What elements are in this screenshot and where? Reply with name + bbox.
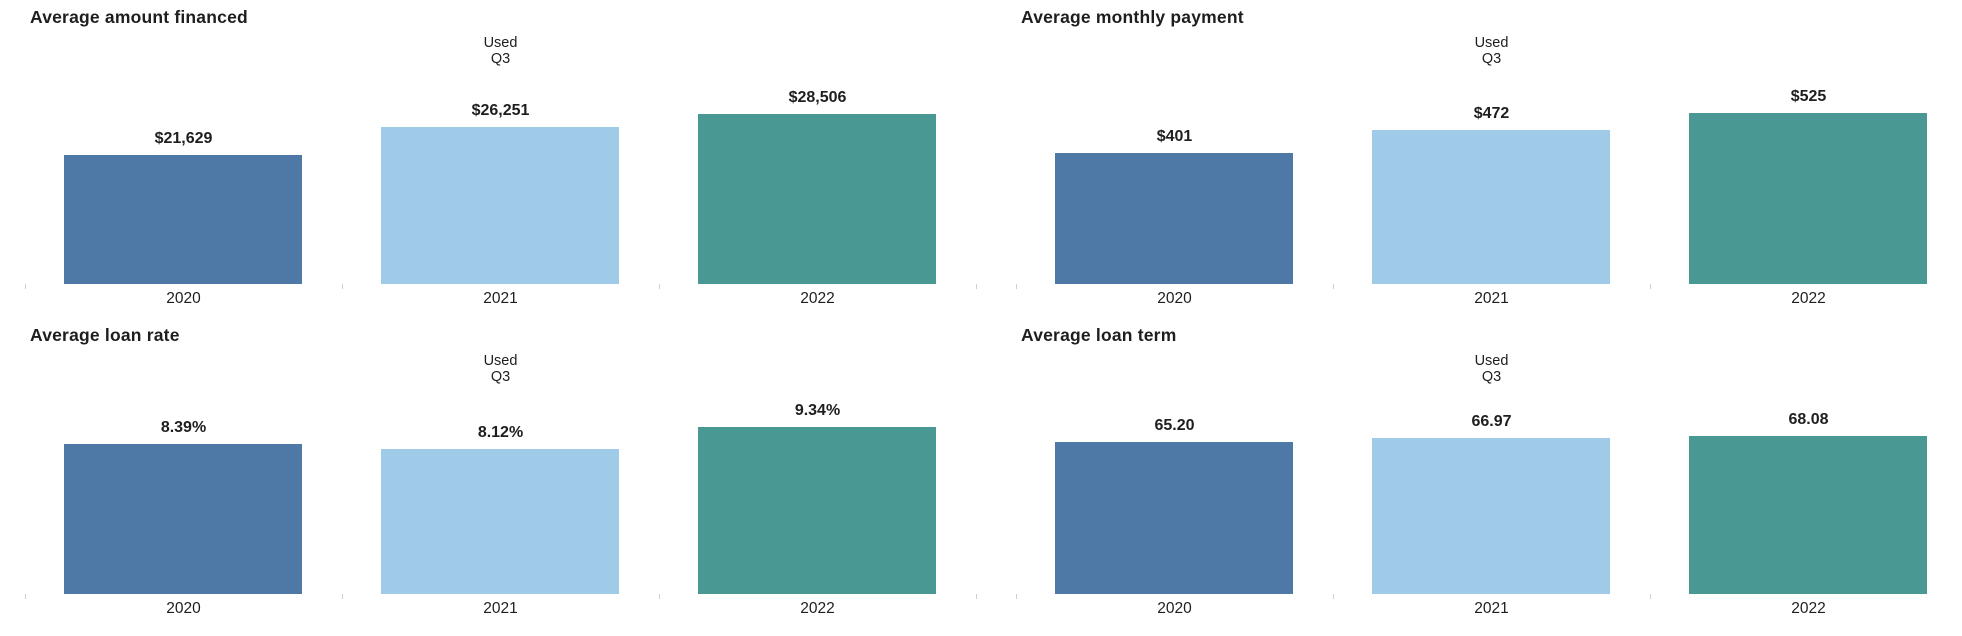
axis-tick xyxy=(976,284,977,289)
annotation-line-2: Q3 xyxy=(490,51,511,67)
annotation-used-q3: Used Q3 xyxy=(342,35,659,67)
x-axis-label: 2022 xyxy=(800,290,835,307)
category-pane: 65.20 2020 xyxy=(1016,318,1333,636)
axis-tick xyxy=(25,284,26,289)
x-axis-label: 2020 xyxy=(1157,290,1192,307)
chart-panel: Average loan term Used Q3 65.20 2020 66.97… xyxy=(981,318,1962,636)
bar-2020[interactable] xyxy=(64,155,302,284)
bar-2020[interactable] xyxy=(1055,442,1293,594)
chart-panel: Average loan rate Used Q3 8.39% 2020 8.12%… xyxy=(0,318,981,636)
annotation-used-q3: Used Q3 xyxy=(342,353,659,385)
annotation-used-q3: Used Q3 xyxy=(1333,353,1650,385)
chart-title: Average loan term xyxy=(1021,325,1177,345)
bar-value-label: 66.97 xyxy=(1471,413,1512,430)
bar-value-label: 65.20 xyxy=(1154,417,1195,434)
annotation-line-1: Used xyxy=(1474,35,1509,51)
annotation-line-2: Q3 xyxy=(490,369,511,385)
bar-2020[interactable] xyxy=(64,444,302,594)
annotation-line-1: Used xyxy=(483,353,518,369)
chart-title: Average amount financed xyxy=(30,7,248,27)
annotation-line-2: Q3 xyxy=(1481,369,1502,385)
axis-tick xyxy=(659,284,660,289)
bar-2020[interactable] xyxy=(1055,153,1293,284)
bar-2022[interactable] xyxy=(1689,436,1927,594)
bar-2021[interactable] xyxy=(1372,130,1610,284)
axis-tick xyxy=(1650,284,1651,289)
category-pane: 8.12% 2021 xyxy=(342,318,659,636)
axis-tick xyxy=(342,284,343,289)
x-axis-label: 2022 xyxy=(1791,290,1826,307)
annotation-line-1: Used xyxy=(483,35,518,51)
category-pane: $26,251 2021 xyxy=(342,0,659,318)
chart-title: Average monthly payment xyxy=(1021,7,1244,27)
category-pane: 68.08 2022 xyxy=(1650,318,1962,636)
axis-tick xyxy=(1016,594,1017,599)
category-pane: $401 2020 xyxy=(1016,0,1333,318)
category-pane: $472 2021 xyxy=(1333,0,1650,318)
bar-value-label: 9.34% xyxy=(794,402,841,419)
x-axis-label: 2022 xyxy=(800,600,835,617)
x-axis-label: 2022 xyxy=(1791,600,1826,617)
annotation-line-2: Q3 xyxy=(1481,51,1502,67)
x-axis-label: 2020 xyxy=(166,290,201,307)
axis-tick xyxy=(1016,284,1017,289)
axis-tick xyxy=(659,594,660,599)
annotation-line-1: Used xyxy=(1474,353,1509,369)
chart-title: Average loan rate xyxy=(30,325,180,345)
bar-value-label: 68.08 xyxy=(1788,411,1829,428)
category-pane: 8.39% 2020 xyxy=(25,318,342,636)
axis-tick xyxy=(1333,594,1334,599)
category-pane: 66.97 2021 xyxy=(1333,318,1650,636)
bar-value-label: $21,629 xyxy=(154,130,213,147)
x-axis-label: 2021 xyxy=(1474,600,1509,617)
bar-2021[interactable] xyxy=(381,127,619,284)
x-axis-label: 2020 xyxy=(1157,600,1192,617)
bar-value-label: $26,251 xyxy=(471,102,530,119)
chart-panel: Average monthly payment Used Q3 $401 2020… xyxy=(981,0,1962,318)
axis-tick xyxy=(1650,594,1651,599)
bar-value-label: $472 xyxy=(1473,105,1510,122)
category-pane: $21,629 2020 xyxy=(25,0,342,318)
bar-value-label: 8.39% xyxy=(160,419,207,436)
category-pane: $28,506 2022 xyxy=(659,0,976,318)
bar-2021[interactable] xyxy=(381,449,619,594)
category-pane: $525 2022 xyxy=(1650,0,1962,318)
bar-value-label: 8.12% xyxy=(477,424,524,441)
annotation-used-q3: Used Q3 xyxy=(1333,35,1650,67)
axis-tick xyxy=(976,594,977,599)
x-axis-label: 2020 xyxy=(166,600,201,617)
category-pane: 9.34% 2022 xyxy=(659,318,976,636)
chart-panel: Average amount financed Used Q3 $21,629 2… xyxy=(0,0,981,318)
x-axis-label: 2021 xyxy=(483,290,518,307)
axis-tick xyxy=(25,594,26,599)
axis-tick xyxy=(342,594,343,599)
bar-value-label: $525 xyxy=(1790,88,1827,105)
bar-value-label: $28,506 xyxy=(788,89,847,106)
bar-2021[interactable] xyxy=(1372,438,1610,594)
axis-tick xyxy=(1333,284,1334,289)
bar-2022[interactable] xyxy=(698,114,936,284)
bar-2022[interactable] xyxy=(1689,113,1927,284)
bar-2022[interactable] xyxy=(698,427,936,594)
x-axis-label: 2021 xyxy=(483,600,518,617)
bar-value-label: $401 xyxy=(1156,128,1193,145)
x-axis-label: 2021 xyxy=(1474,290,1509,307)
